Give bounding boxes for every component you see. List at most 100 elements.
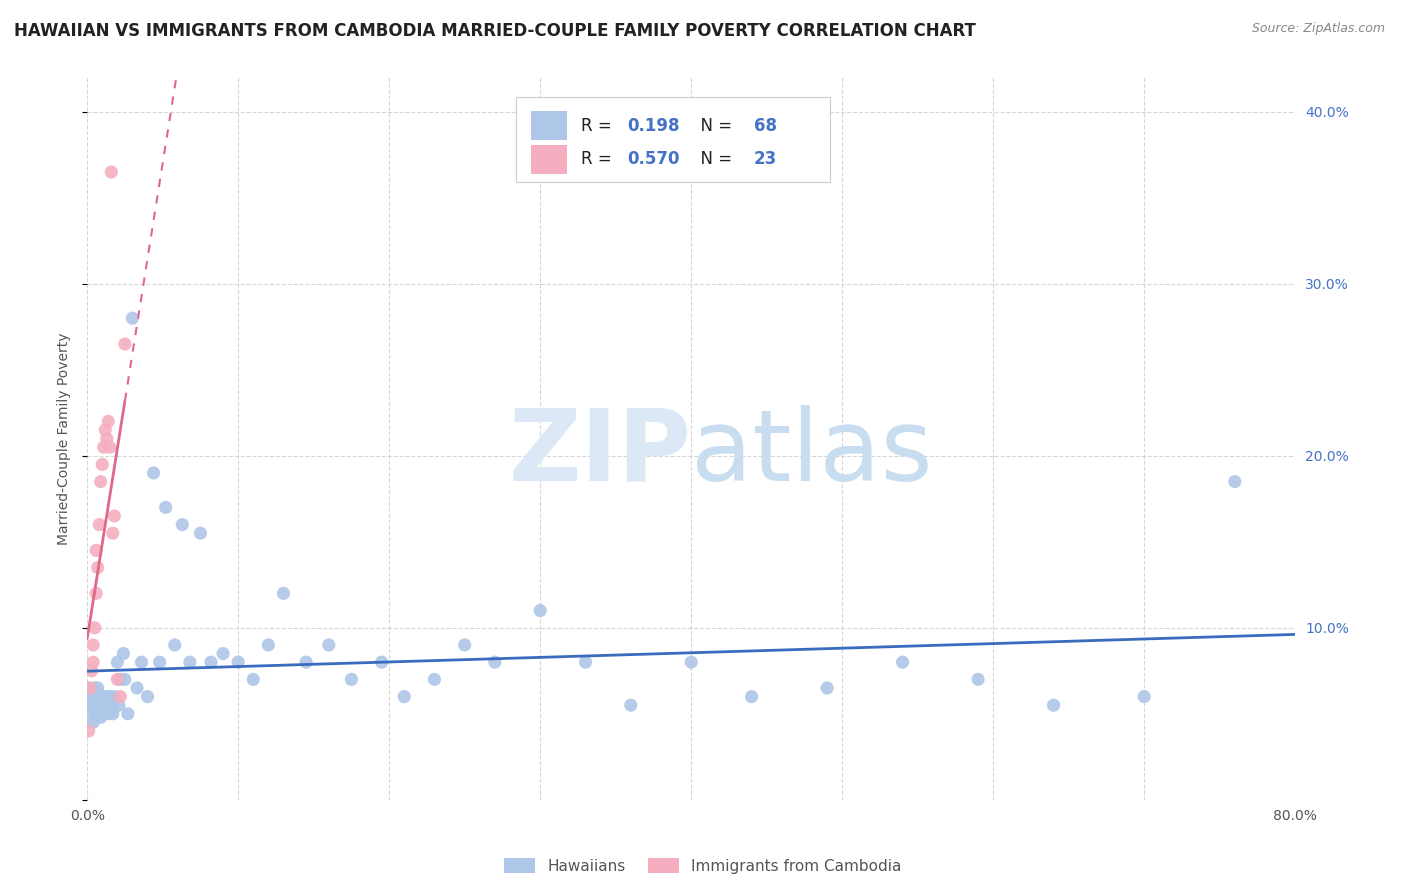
Bar [530,145,567,174]
Point [155,500,177,515]
Point [105,673,128,687]
Point [87,560,110,574]
FancyBboxPatch shape [516,97,830,182]
Point [453,638,475,652]
Bar [530,112,567,140]
Point [117,706,139,721]
Point [83,698,105,713]
Point [273,586,295,600]
Point [93,440,115,454]
Point [90,710,112,724]
Point [93,706,115,721]
Point [295,655,318,669]
Point [163,638,186,652]
Text: R =: R = [581,117,617,135]
Point [967,673,990,687]
Legend: Hawaiians, Immigrants from Cambodia: Hawaiians, Immigrants from Cambodia [498,852,908,880]
Text: atlas: atlas [692,405,932,501]
Point [84,706,107,721]
Point [90,475,112,489]
Point [79,698,101,713]
Point [97,706,120,721]
Point [226,655,249,669]
Point [1133,690,1156,704]
Point [83,681,105,695]
Point [529,604,551,618]
Point [620,698,643,713]
Point [142,466,165,480]
Point [257,638,280,652]
Point [94,698,117,713]
Point [741,690,763,704]
Point [681,655,703,669]
Point [136,690,159,704]
Point [82,690,104,704]
Point [90,698,112,713]
Point [84,586,107,600]
Point [98,440,121,454]
Point [103,508,125,523]
Point [108,698,131,713]
Point [891,655,914,669]
Point [103,690,125,704]
Point [94,423,117,437]
Point [212,647,235,661]
Point [200,655,222,669]
Text: R =: R = [581,150,617,168]
Point [77,723,100,738]
Point [77,681,100,695]
Text: 23: 23 [754,150,778,168]
Text: Source: ZipAtlas.com: Source: ZipAtlas.com [1251,22,1385,36]
Point [84,690,107,704]
Point [83,621,105,635]
Point [87,681,110,695]
Text: N =: N = [690,117,737,135]
Text: 68: 68 [754,117,778,135]
Point [98,690,121,704]
Point [242,673,264,687]
Point [149,655,172,669]
Point [89,706,111,721]
Point [114,337,136,351]
Point [97,414,120,428]
Point [101,706,124,721]
Point [112,647,135,661]
Point [125,681,148,695]
Point [80,690,103,704]
Point [340,673,363,687]
Point [1223,475,1246,489]
Point [114,673,136,687]
Point [89,690,111,704]
Point [82,655,104,669]
Point [87,698,110,713]
Point [96,690,118,704]
Text: HAWAIIAN VS IMMIGRANTS FROM CAMBODIA MARRIED-COUPLE FAMILY POVERTY CORRELATION C: HAWAIIAN VS IMMIGRANTS FROM CAMBODIA MAR… [14,22,976,40]
Point [121,311,143,326]
Point [96,432,118,446]
Point [91,458,114,472]
Point [423,673,446,687]
Point [179,655,201,669]
Point [190,526,212,541]
Point [100,698,122,713]
Point [101,526,124,541]
Point [82,638,104,652]
Text: ZIP: ZIP [509,405,692,501]
Point [91,698,114,713]
Point [110,690,132,704]
Point [370,655,392,669]
Point [84,543,107,558]
Point [91,690,114,704]
Point [110,673,132,687]
Point [394,690,416,704]
Y-axis label: Married-Couple Family Poverty: Married-Couple Family Poverty [58,333,72,545]
Point [105,655,128,669]
Point [80,706,103,721]
Point [484,655,506,669]
Point [318,638,340,652]
Point [100,165,122,179]
Point [80,664,103,678]
Point [1042,698,1064,713]
Text: N =: N = [690,150,737,168]
Point [172,517,194,532]
